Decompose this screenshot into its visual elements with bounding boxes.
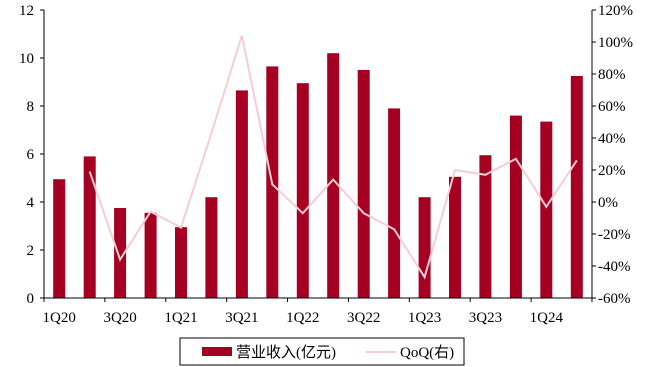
bar-4Q20 [144, 212, 157, 298]
bar-2Q22 [327, 53, 340, 299]
x-tick-label: 3Q21 [225, 310, 258, 326]
x-tick-label: 3Q23 [469, 310, 502, 326]
bar-2Q24 [570, 76, 583, 298]
bar-1Q21 [175, 227, 187, 298]
x-tick-label: 1Q24 [530, 310, 564, 326]
left-tick-label: 6 [27, 147, 35, 163]
x-tick-label: 1Q23 [408, 310, 441, 326]
bar-1Q24 [540, 121, 553, 298]
legend-swatch-revenue [202, 347, 232, 356]
bar-2Q23 [449, 176, 461, 298]
bar-2Q21 [205, 197, 218, 298]
plot-area [53, 35, 583, 299]
right-tick-label: 0% [598, 195, 618, 211]
x-tick-label: 1Q20 [43, 310, 76, 326]
bar-2Q20 [83, 156, 96, 298]
left-tick-label: 10 [19, 51, 34, 67]
right-tick-label: 20% [598, 163, 626, 179]
right-tick-label: 80% [598, 67, 626, 83]
bar-4Q22 [388, 108, 401, 299]
right-tick-label: 40% [598, 131, 626, 147]
bar-1Q23 [418, 197, 431, 298]
bar-3Q21 [235, 90, 248, 299]
left-tick-label: 0 [27, 291, 35, 307]
qoq-line [88, 35, 578, 280]
right-tick-label: 100% [598, 35, 633, 51]
right-tick-label: 60% [598, 99, 626, 115]
left-tick-label: 4 [27, 195, 35, 211]
bar-3Q20 [114, 208, 127, 298]
x-tick-label: 3Q22 [347, 310, 380, 326]
left-tick-label: 2 [27, 243, 35, 259]
legend-label-qoq: QoQ(右) [400, 344, 454, 361]
left-tick-label: 8 [27, 99, 35, 115]
bar-1Q22 [296, 83, 309, 298]
bar-3Q22 [357, 70, 370, 298]
x-tick-label: 3Q20 [103, 310, 136, 326]
x-tick-label: 1Q21 [164, 310, 197, 326]
axes: 0 2 4 6 8 10 12 -60% -40% -20% 0% 20% 40% 60% 80% 100% 1… [19, 3, 633, 326]
legend-label-revenue: 营业收入(亿元) [236, 344, 336, 361]
bar-1Q20 [53, 179, 66, 298]
right-tick-label: -60% [598, 291, 631, 307]
right-tick-label: 120% [598, 3, 633, 19]
bar-4Q23 [509, 115, 522, 298]
x-tick-label: 1Q22 [286, 310, 319, 326]
right-tick-label: -20% [598, 227, 631, 243]
bar-3Q23 [479, 155, 492, 298]
legend: 营业收入(亿元) QoQ(右) [179, 337, 465, 366]
right-tick-label: -40% [598, 259, 631, 275]
left-tick-label: 12 [19, 3, 34, 19]
